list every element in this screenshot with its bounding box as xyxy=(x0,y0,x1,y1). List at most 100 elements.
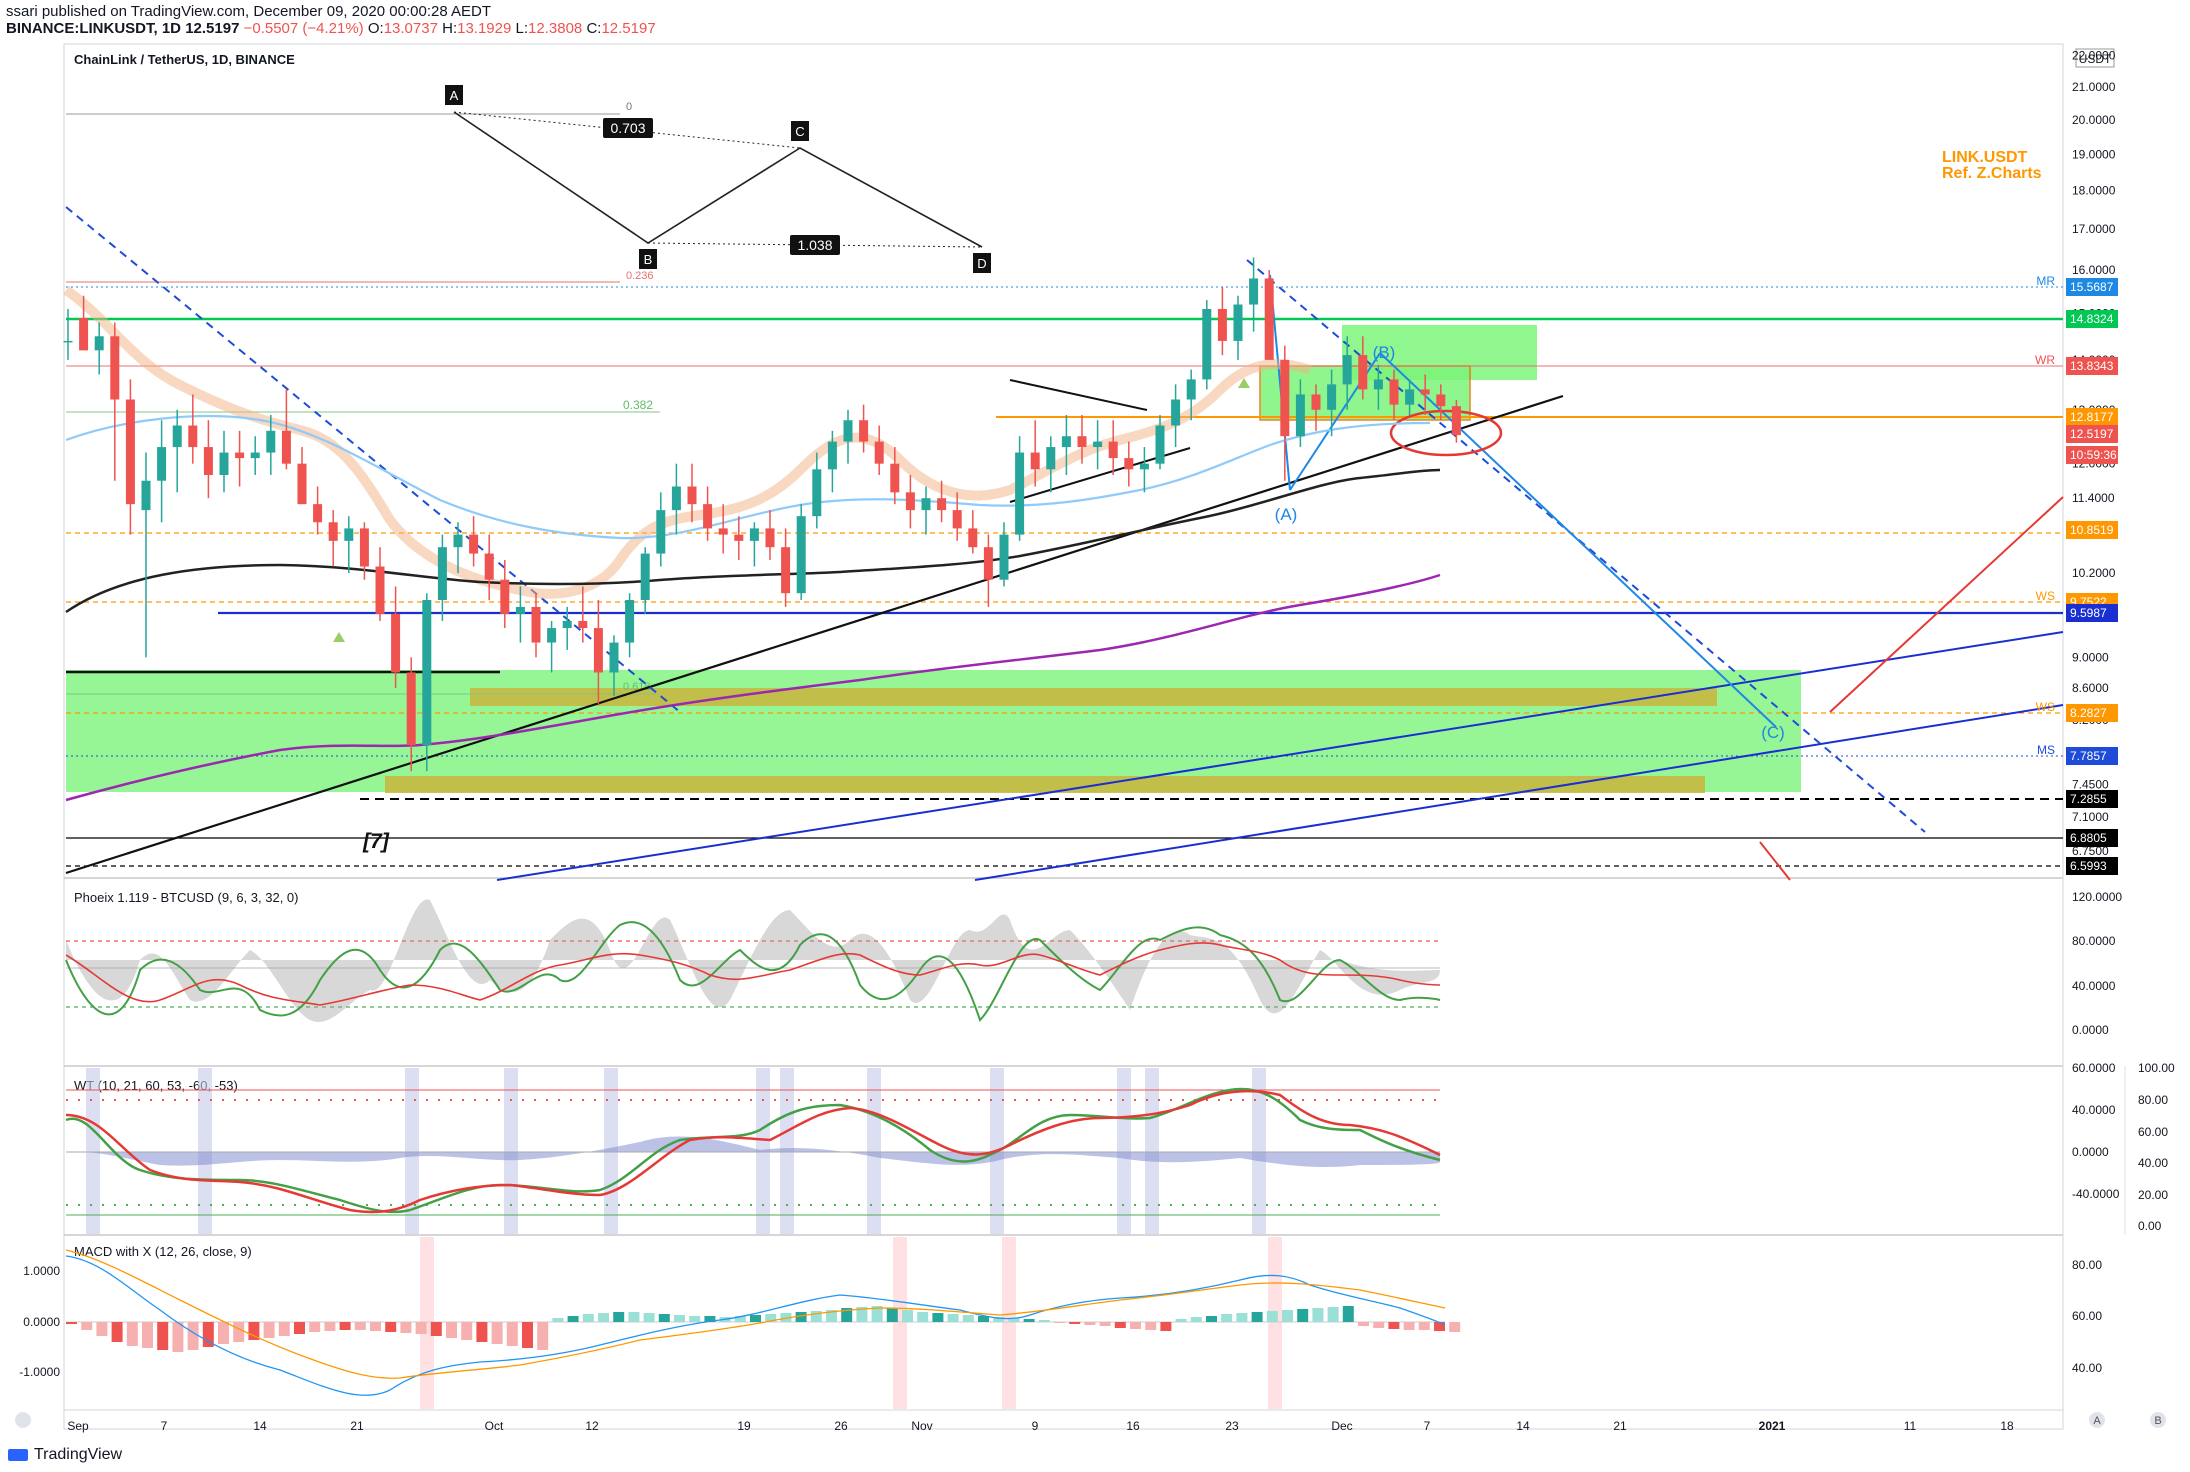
wave-label-c: (C) xyxy=(1761,723,1785,742)
candle xyxy=(1405,379,1415,415)
price-tag: 10:59:36 xyxy=(2066,446,2118,464)
price-tick: 7.1000 xyxy=(2072,810,2109,824)
candle xyxy=(1077,414,1087,464)
open-value: 13.0737 xyxy=(383,20,438,37)
candle xyxy=(297,447,307,505)
candle xyxy=(1420,374,1430,415)
price-tick: 20.0000 xyxy=(2072,113,2116,127)
axis-tick: 0.00 xyxy=(2138,1219,2162,1233)
candle xyxy=(188,394,198,464)
candle xyxy=(687,463,697,523)
candle xyxy=(1108,420,1118,475)
candle xyxy=(515,586,525,643)
svg-text:6.5993: 6.5993 xyxy=(2070,859,2107,873)
svg-text:13.8343: 13.8343 xyxy=(2070,359,2114,373)
time-tick: 12 xyxy=(585,1419,599,1433)
candle xyxy=(422,593,432,772)
candle xyxy=(484,534,494,601)
purple-ma xyxy=(65,573,1441,802)
time-tick: 7 xyxy=(1424,1419,1431,1433)
settings-button[interactable] xyxy=(15,1412,31,1428)
candle xyxy=(469,516,479,567)
time-tick: 18 xyxy=(2000,1419,2014,1433)
candle xyxy=(1249,257,1259,332)
indicator2-title: WT (10, 21, 60, 53, -60, -53) xyxy=(74,1078,238,1093)
level-label: MS xyxy=(2037,743,2055,757)
price-tag: 10.8519 xyxy=(2066,521,2118,539)
tradingview-logo: TradingView xyxy=(8,1446,122,1464)
candle xyxy=(734,516,744,561)
time-axis[interactable]: Sep 7 14 21 Oct 12 19 26 Nov 9 16 23 Dec 7 14 21 2021 11 1… xyxy=(67,1419,2014,1433)
l-label: L: xyxy=(515,20,529,37)
axis-tick: 60.00 xyxy=(2138,1125,2168,1139)
axis-tick: 80.00 xyxy=(2138,1093,2168,1107)
candle xyxy=(219,430,229,493)
candle xyxy=(94,322,104,375)
ribbon-ma xyxy=(63,285,1312,599)
macd-histogram xyxy=(66,1306,1461,1352)
pattern-point-d: D xyxy=(973,253,991,273)
svg-text:C: C xyxy=(795,124,804,139)
signal-line xyxy=(65,1249,1446,1379)
low-value: 12.3808 xyxy=(528,20,583,37)
close-value: 12.5197 xyxy=(601,20,656,37)
price-tick: 19.0000 xyxy=(2072,147,2116,161)
price-tick: 10.2000 xyxy=(2072,566,2116,580)
fib-label-0236: 0.236 xyxy=(626,270,654,282)
time-tick: Sep xyxy=(67,1419,89,1433)
candle xyxy=(203,420,213,499)
time-tick: 2021 xyxy=(1759,1419,1786,1433)
candle xyxy=(921,486,931,535)
candle xyxy=(1093,420,1103,470)
svg-text:10.8519: 10.8519 xyxy=(2070,523,2114,537)
svg-text:1.038: 1.038 xyxy=(797,237,832,253)
candle xyxy=(141,452,151,658)
svg-text:B: B xyxy=(2154,1415,2161,1427)
time-tick: 14 xyxy=(253,1419,267,1433)
candle xyxy=(796,504,806,601)
candle xyxy=(79,295,89,351)
price-tag: 7.2855 xyxy=(2066,790,2118,808)
candle xyxy=(391,586,401,688)
time-tick: 21 xyxy=(1613,1419,1627,1433)
axis-tick: 40.0000 xyxy=(2072,1103,2116,1117)
level-label: WR xyxy=(2035,353,2055,367)
tradingview-mark-icon xyxy=(8,1449,28,1461)
candle xyxy=(1155,414,1165,470)
svg-text:9.5987: 9.5987 xyxy=(2070,606,2107,620)
candle xyxy=(1217,287,1227,356)
svg-text:8.2827: 8.2827 xyxy=(2070,706,2107,720)
candle xyxy=(999,522,1009,587)
candle xyxy=(266,414,276,475)
candle xyxy=(1202,300,1212,390)
candle xyxy=(1061,414,1071,475)
svg-text:B: B xyxy=(644,252,653,267)
indicator1-title: Phoeix 1.119 - BTCUSD (9, 6, 3, 32, 0) xyxy=(74,890,298,905)
header-line-1: ssari published on TradingView.com, Dece… xyxy=(6,3,492,20)
pattern-point-a: A xyxy=(445,85,463,105)
ratio-1038: 1.038 xyxy=(790,235,840,255)
axis-tick: 60.0000 xyxy=(2072,1061,2116,1075)
scale-button-a[interactable]: A xyxy=(2089,1412,2105,1428)
yellow-zone-lower xyxy=(385,776,1705,793)
wave-label-b: (B) xyxy=(1373,343,1396,362)
candle xyxy=(1015,436,1025,541)
candle xyxy=(1342,336,1352,410)
indicator3-title: MACD with X (12, 26, close, 9) xyxy=(74,1244,252,1259)
candle xyxy=(453,522,463,574)
candle xyxy=(1186,369,1196,421)
candle xyxy=(500,560,510,629)
price-tag: 15.5687 MR xyxy=(2036,274,2118,296)
price-axis[interactable]: 21.0000 20.0000 19.0000 18.0000 17.0000 16.00… xyxy=(2072,49,2116,858)
ref-subtitle: Ref. Z.Charts xyxy=(1942,165,2042,182)
candle xyxy=(578,586,588,643)
candle xyxy=(1295,379,1305,448)
candle xyxy=(328,510,338,567)
candle xyxy=(859,404,869,453)
price-tick: 17.0000 xyxy=(2072,222,2116,236)
scale-button-b[interactable]: B xyxy=(2150,1412,2166,1428)
candle xyxy=(375,547,385,621)
candle xyxy=(1171,384,1181,448)
candle xyxy=(718,504,728,554)
